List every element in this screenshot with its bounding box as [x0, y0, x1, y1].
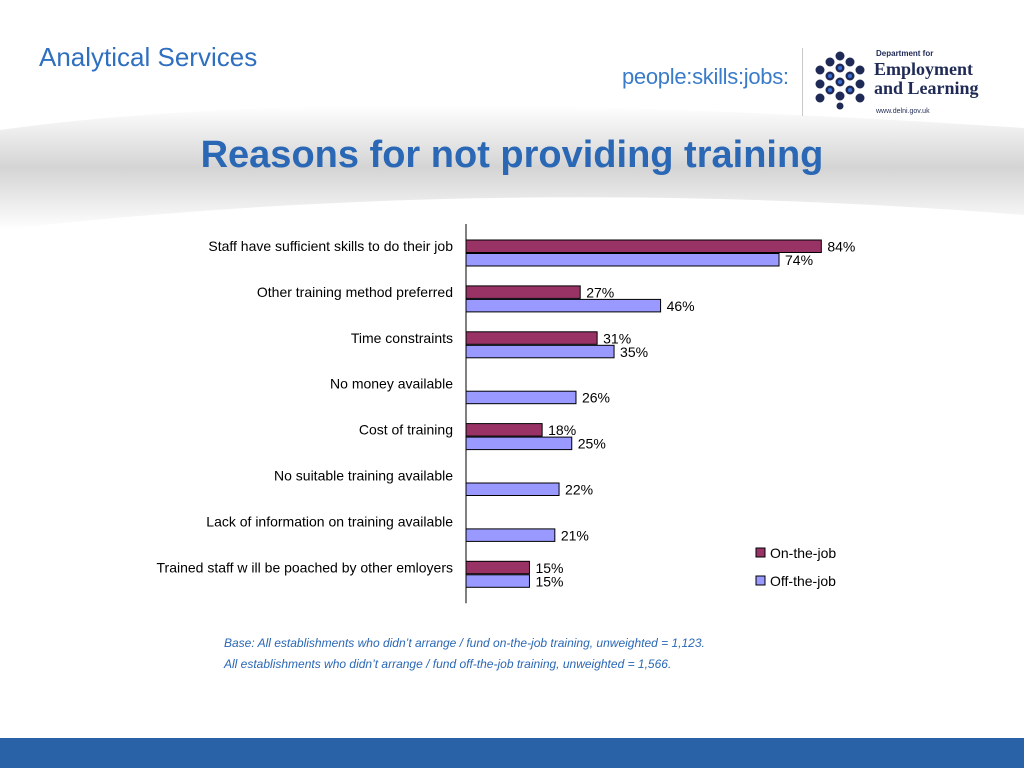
category-label: Lack of information on training availabl… — [206, 513, 453, 529]
category-label: No suitable training available — [274, 468, 453, 484]
on-the-job-bar — [465, 331, 598, 345]
off-the-job-value-label: 25% — [578, 436, 606, 452]
logo-url: www.delni.gov.uk — [876, 108, 930, 115]
on-the-job-bar — [465, 239, 822, 253]
off-the-job-bar — [465, 390, 577, 405]
on-the-job-value-label: 31% — [603, 330, 631, 346]
legend-swatch — [755, 575, 766, 586]
on-the-job-value-label: 84% — [827, 239, 855, 255]
logo-name: Employment and Learning — [874, 60, 979, 98]
off-the-job-value-label: 74% — [785, 252, 813, 268]
on-the-job-bar — [465, 285, 581, 299]
on-the-job-value-label: 15% — [535, 560, 563, 576]
logo-name-line1: Employment — [874, 59, 973, 79]
off-the-job-value-label: 26% — [582, 390, 610, 406]
category-label: Other training method preferred — [257, 284, 453, 300]
off-the-job-bar — [465, 344, 615, 359]
category-label: Staff have sufficient skills to do their… — [208, 238, 453, 254]
category-label: Cost of training — [359, 422, 453, 438]
base-note-line1: Base: All establishments who didn’t arra… — [224, 636, 705, 650]
tagline: people:skills:jobs: — [622, 64, 789, 89]
off-the-job-value-label: 46% — [667, 298, 695, 314]
on-the-job-bar — [465, 423, 543, 437]
off-the-job-value-label: 21% — [561, 527, 589, 543]
logo-name-line2: and Learning — [874, 78, 979, 98]
category-label: Time constraints — [351, 330, 453, 346]
off-the-job-value-label: 22% — [565, 482, 593, 498]
brand-title: Analytical Services — [39, 42, 258, 72]
department-logo-icon — [815, 51, 865, 110]
base-note: Base: All establishments who didn’t arra… — [224, 633, 705, 675]
legend-label: On-the-job — [770, 545, 836, 561]
off-the-job-bar — [465, 574, 530, 588]
footer-bar — [0, 738, 1024, 768]
logo-department: Department for — [876, 49, 934, 58]
off-the-job-bar — [465, 436, 573, 451]
on-the-job-bar — [465, 560, 530, 575]
legend-label: Off-the-job — [770, 573, 836, 589]
off-the-job-bar — [465, 298, 662, 313]
category-label: No money available — [330, 376, 453, 392]
logo-divider — [802, 48, 803, 116]
off-the-job-value-label: 15% — [535, 573, 563, 589]
base-note-line2: All establishments who didn’t arrange / … — [224, 657, 672, 671]
category-label: Trained staff w ill be poached by other … — [157, 559, 454, 575]
off-the-job-bar — [465, 528, 556, 542]
legend-swatch — [755, 547, 766, 558]
off-the-job-bar — [465, 482, 560, 496]
page-title: Reasons for not providing training — [200, 134, 824, 176]
on-the-job-value-label: 18% — [548, 422, 576, 438]
off-the-job-bar — [465, 253, 780, 267]
on-the-job-value-label: 27% — [586, 284, 614, 300]
off-the-job-value-label: 35% — [620, 344, 648, 360]
header-swoosh — [0, 105, 1024, 230]
